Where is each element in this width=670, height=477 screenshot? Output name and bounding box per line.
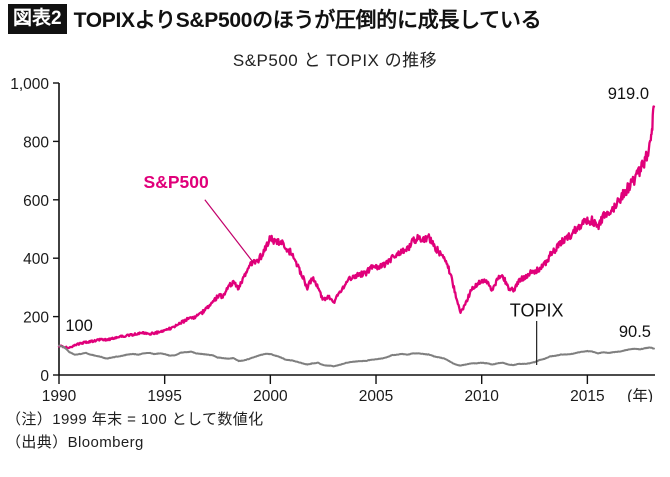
y-tick-label: 600 [23,193,49,210]
line-chart-svg: 0 200 400 600 800 1,000 1990 1995 2000 2005 2010 20… [10,76,656,402]
chart-plot-area: 0 200 400 600 800 1,000 1990 1995 2000 2005 2010 20… [0,72,670,402]
x-tick-label: 1995 [147,388,181,402]
series-label-sp500: S&P500 [144,172,209,192]
x-tick-label: 2010 [464,388,499,402]
x-tick-label: 2005 [359,388,393,402]
figure-number-badge: 図表2 [8,4,67,34]
x-tick-label: 2000 [253,388,288,402]
source-line: （出典）Bloomberg [6,434,144,452]
note-line: （注）1999 年末 = 100 として数値化 [6,411,264,428]
y-tick-label: 200 [23,310,49,327]
x-tick-label: 1990 [42,388,77,402]
series-line-topix [58,344,655,368]
y-tick-label: 0 [40,368,49,385]
series-line-sp500 [57,105,656,350]
chart-subtitle: S&P500 と TOPIX の推移 [232,51,438,70]
page-title: TOPIXよりS&P500のほうが圧倒的に成長している [73,9,542,32]
y-tick-label: 800 [23,134,49,151]
sp500-leader-line [204,199,254,263]
chart-footnotes: （注）1999 年末 = 100 として数値化 （出典）Bloomberg [6,408,526,455]
series-label-topix: TOPIX [510,301,564,321]
y-tick-label: 1,000 [10,76,49,93]
topix-end-value-label: 90.5 [619,323,651,341]
start-value-label: 100 [65,317,93,335]
sp500-end-value-label: 919.0 [608,85,649,103]
x-tick-label: 2015 [570,388,604,402]
figure-header: 図表2 TOPIXよりS&P500のほうが圧倒的に成長している [8,4,542,34]
y-tick-label: 400 [23,251,49,268]
x-axis-unit-label: (年) [627,387,653,402]
